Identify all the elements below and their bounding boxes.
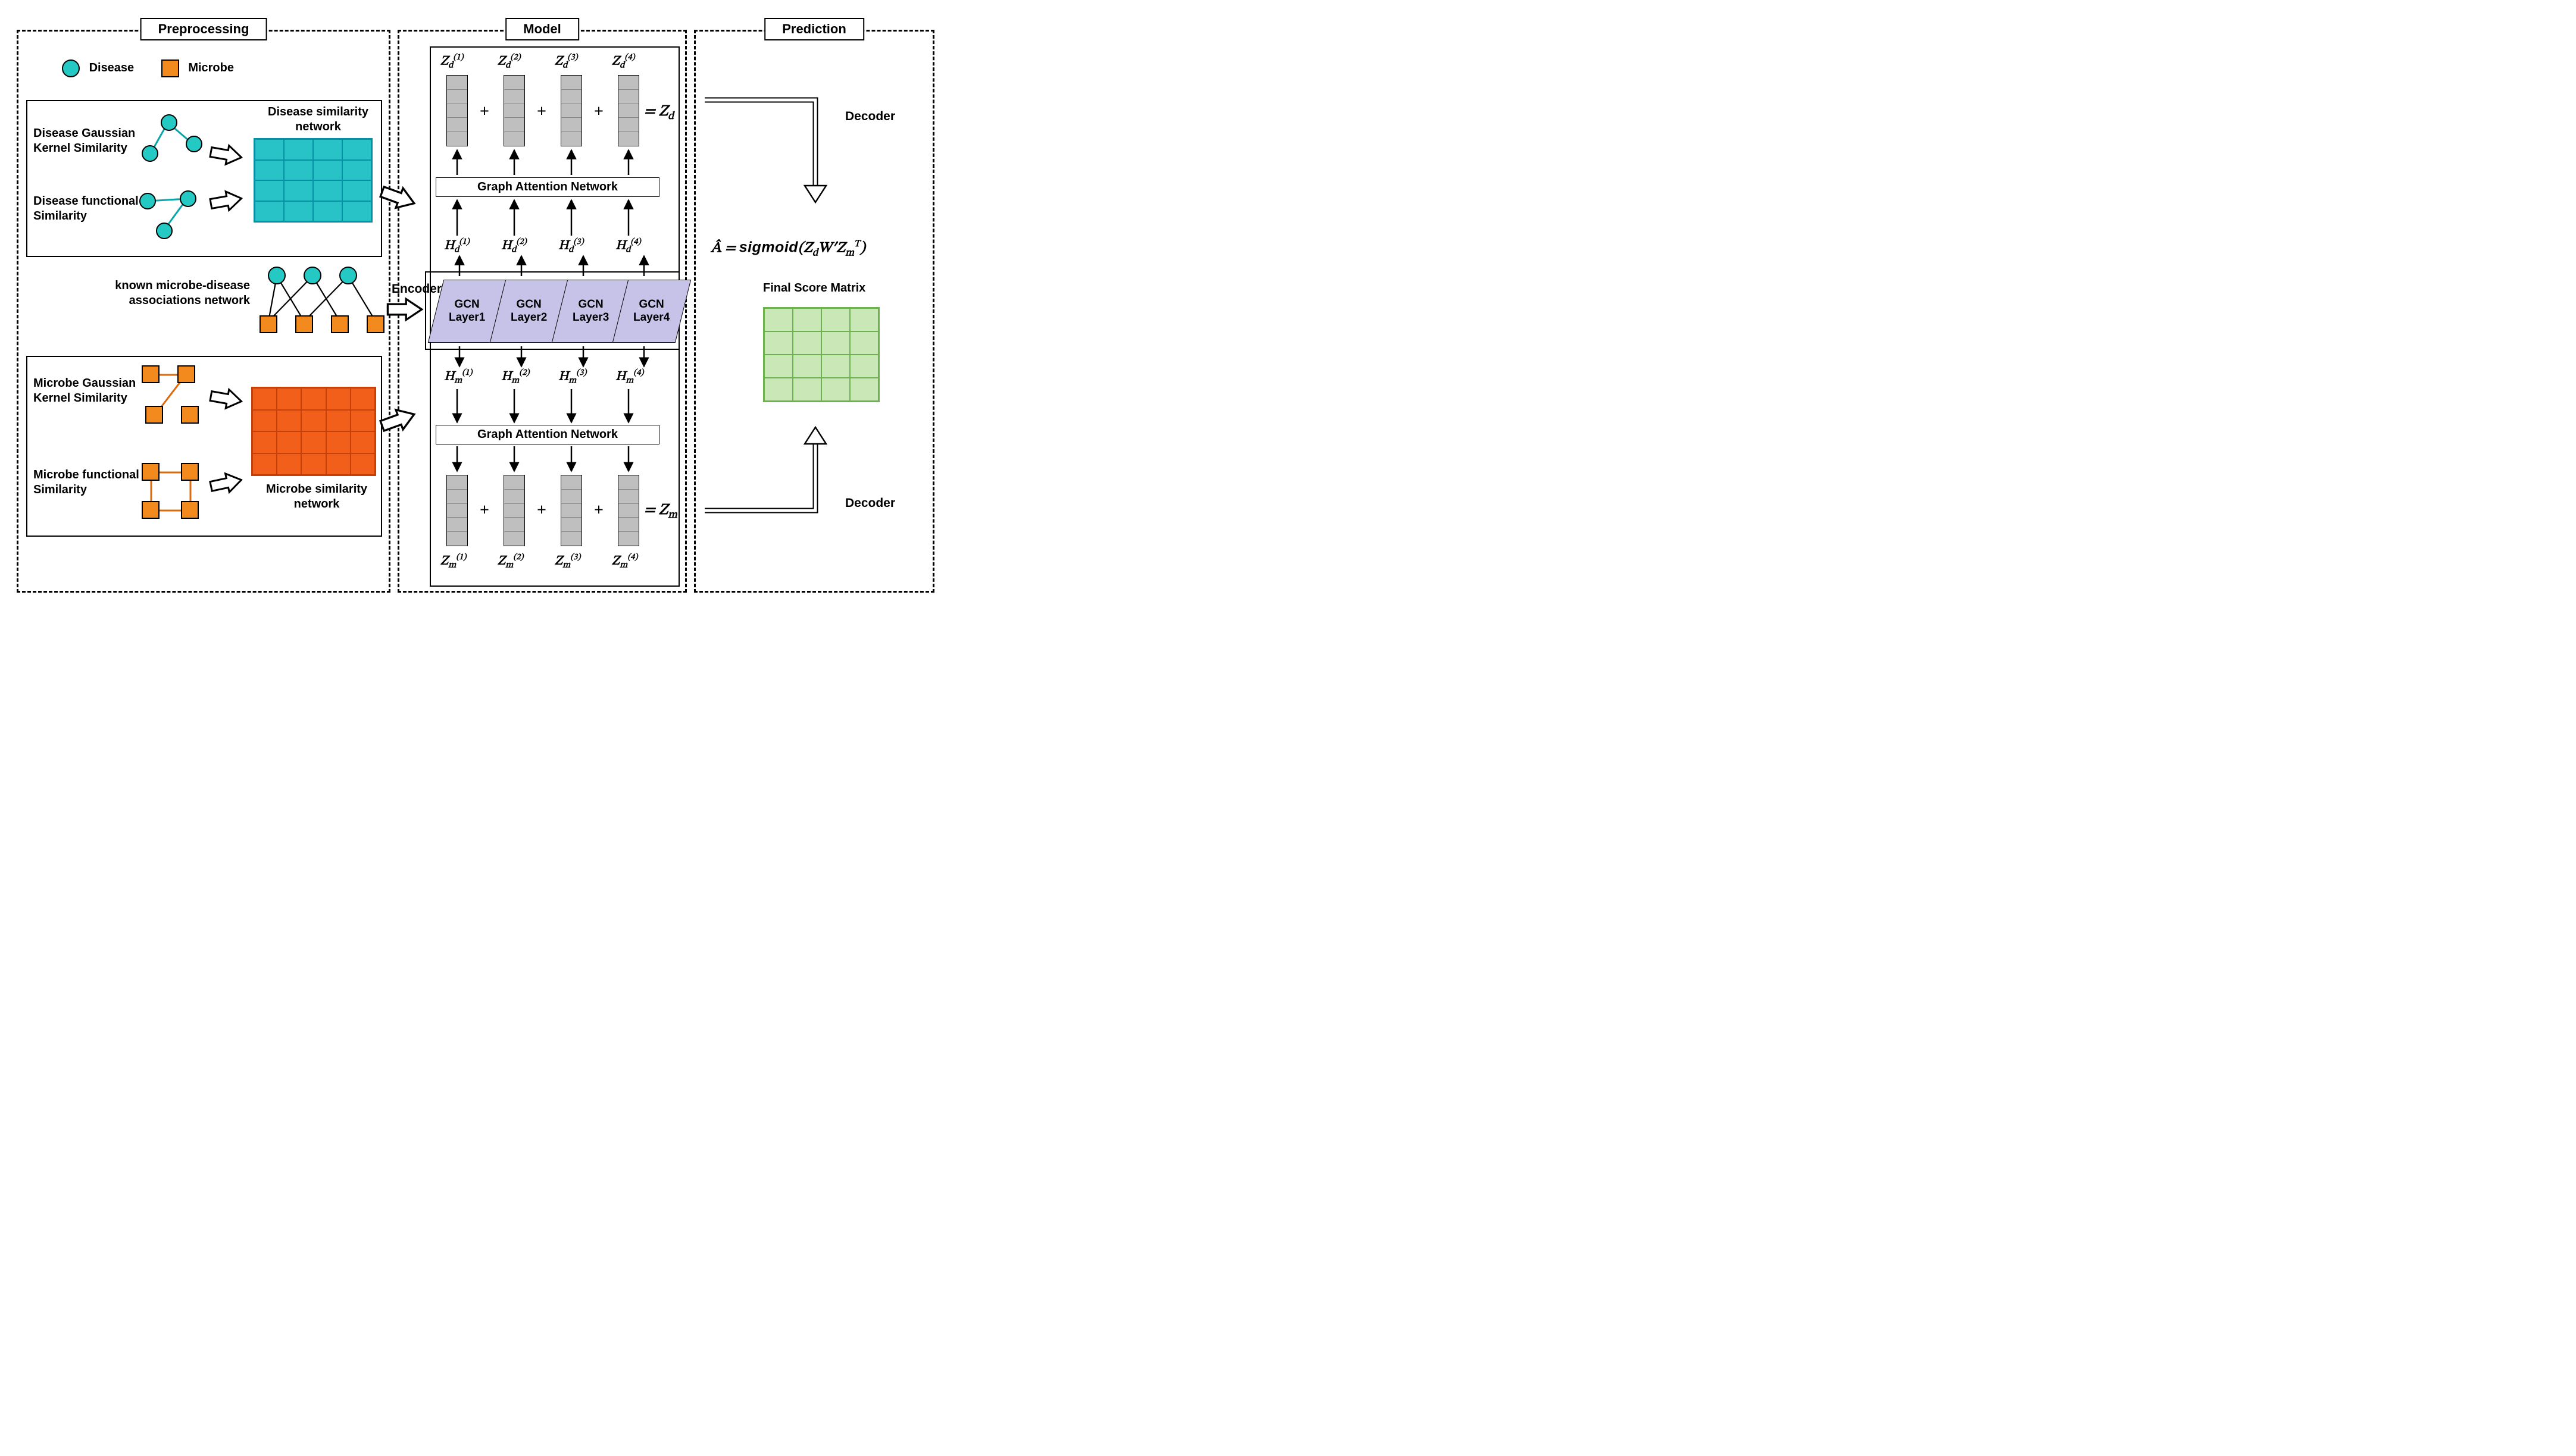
disease-node	[161, 114, 177, 131]
hm-label: Hm(1)	[444, 368, 473, 387]
hd-label: Hd(2)	[501, 237, 527, 256]
legend-disease-icon	[62, 60, 80, 77]
legend-disease-label: Disease	[89, 61, 135, 74]
microbe-functional-label: Microbe functionalSimilarity	[33, 468, 139, 497]
hm-label: Hm(4)	[615, 368, 644, 387]
disease-node	[139, 193, 156, 209]
zm-equals: = Zm	[644, 501, 677, 522]
plus-icon: +	[594, 501, 604, 520]
disease-node	[186, 136, 202, 152]
hd-label: Hd(1)	[444, 237, 470, 256]
zm-vec	[561, 475, 582, 546]
zm-label: Zm(3)	[555, 552, 581, 571]
zm-label: Zm(1)	[440, 552, 467, 571]
panel-model-label: Model	[505, 18, 579, 40]
hm-label: Hm(3)	[558, 368, 587, 387]
zd-equals: = Zd	[644, 102, 674, 124]
zm-label: Zm(4)	[612, 552, 638, 571]
microbe-node	[367, 315, 384, 333]
microbe-node	[181, 463, 199, 481]
microbe-node	[181, 406, 199, 424]
decoder-label-top: Decoder	[845, 109, 895, 124]
gat-bottom: Graph Attention Network	[436, 425, 659, 444]
hm-label: Hm(2)	[501, 368, 530, 387]
panel-prediction-label: Prediction	[764, 18, 864, 40]
disease-matrix	[254, 138, 373, 223]
microbe-node	[260, 315, 277, 333]
disease-node	[339, 267, 357, 284]
microbe-node	[142, 365, 160, 383]
microbe-node	[142, 501, 160, 519]
hd-label: Hd(4)	[615, 237, 641, 256]
microbe-net-label: Microbe similaritynetwork	[251, 482, 382, 512]
microbe-node	[145, 406, 163, 424]
microbe-node	[181, 501, 199, 519]
zd-vec	[618, 75, 639, 146]
zm-vec	[446, 475, 468, 546]
plus-icon: +	[594, 102, 604, 121]
hd-label: Hd(3)	[558, 237, 584, 256]
zd-vec	[446, 75, 468, 146]
disease-functional-label: Disease functionalSimilarity	[33, 194, 139, 224]
gat-top: Graph Attention Network	[436, 177, 659, 197]
plus-icon: +	[480, 102, 489, 121]
legend-microbe-label: Microbe	[188, 61, 234, 74]
decoder-label-bottom: Decoder	[845, 496, 895, 511]
plus-icon: +	[537, 501, 546, 520]
zd-label: Zd(3)	[555, 52, 578, 71]
disease-net-label: Disease similaritynetwork	[268, 105, 368, 134]
zd-label: Zd(1)	[440, 52, 464, 71]
diagram-stage: Preprocessing Model Prediction Disease M…	[12, 12, 940, 601]
disease-node	[304, 267, 321, 284]
microbe-node	[331, 315, 349, 333]
disease-node	[142, 145, 158, 162]
zm-vec	[618, 475, 639, 546]
legend: Disease Microbe	[62, 60, 234, 77]
zm-label: Zm(2)	[498, 552, 524, 571]
score-matrix	[763, 307, 880, 402]
prediction-formula: Â = sigmoid(ZdW′ZmT)	[711, 238, 865, 259]
zm-vec	[504, 475, 525, 546]
assoc-label: known microbe-diseaseassociations networ…	[113, 278, 250, 308]
zd-label: Zd(2)	[498, 52, 521, 71]
score-matrix-label: Final Score Matrix	[763, 281, 865, 296]
disease-node	[180, 190, 196, 207]
arrow-icon	[383, 296, 426, 322]
disease-node	[156, 223, 173, 239]
plus-icon: +	[480, 501, 489, 520]
panel-preprocessing-label: Preprocessing	[140, 18, 267, 40]
zd-vec	[561, 75, 582, 146]
legend-microbe-icon	[161, 60, 179, 77]
zd-label: Zd(4)	[612, 52, 635, 71]
microbe-node	[177, 365, 195, 383]
disease-gaussian-label: Disease GaussianKernel Similarity	[33, 126, 135, 156]
zd-vec	[504, 75, 525, 146]
microbe-gaussian-label: Microbe GaussianKernel Similarity	[33, 376, 136, 406]
disease-node	[268, 267, 286, 284]
microbe-matrix	[251, 387, 376, 476]
plus-icon: +	[537, 102, 546, 121]
microbe-node	[295, 315, 313, 333]
microbe-node	[142, 463, 160, 481]
